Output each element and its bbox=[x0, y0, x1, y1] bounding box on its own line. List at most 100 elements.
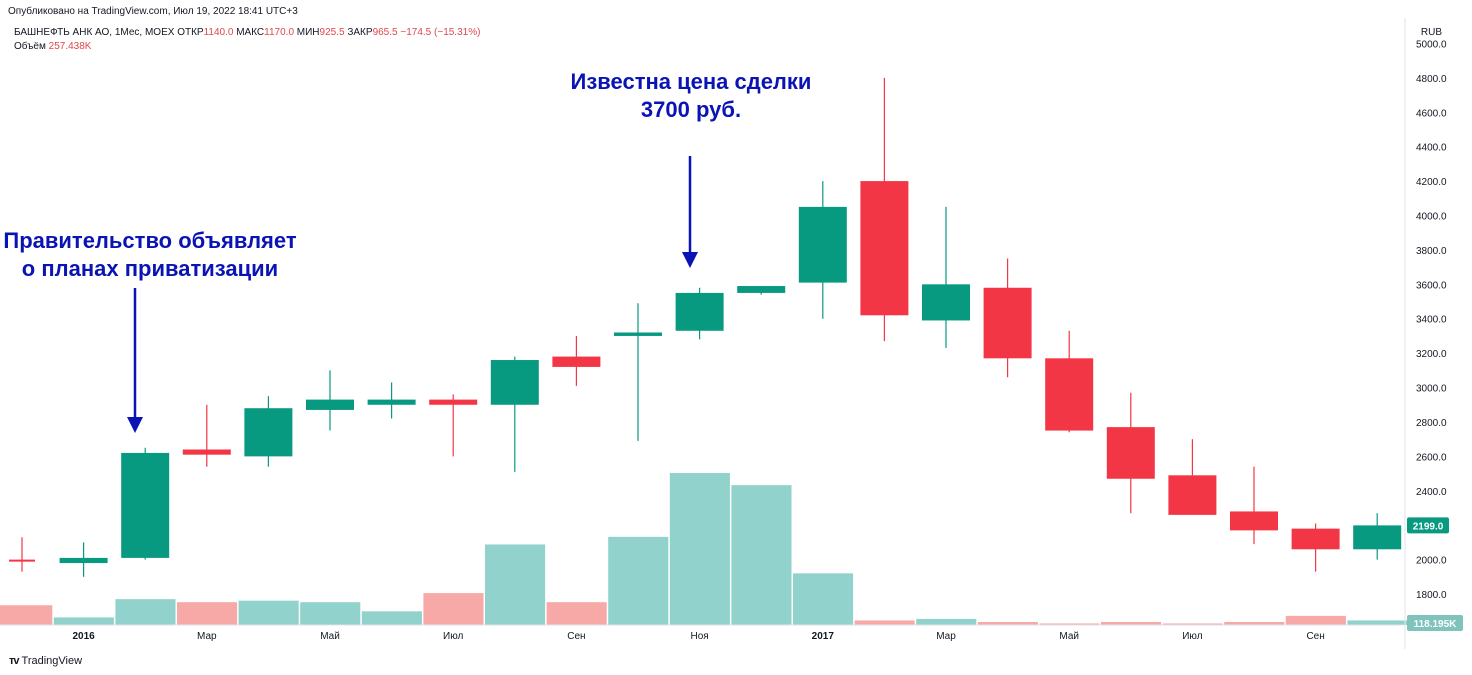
y-tick-label: 2000.0 bbox=[1416, 556, 1447, 567]
currency-label: RUB bbox=[1420, 27, 1442, 38]
x-tick-label: Мар bbox=[936, 631, 956, 642]
volume-bar bbox=[485, 544, 546, 625]
tradingview-brand[interactable]: ᴛᴠ TradingView bbox=[9, 655, 82, 667]
y-tick-label: 4000.0 bbox=[1416, 212, 1447, 223]
brand-label: TradingView bbox=[21, 655, 83, 667]
x-tick-label: Сен bbox=[567, 631, 585, 642]
y-tick-label: 4200.0 bbox=[1416, 177, 1447, 188]
volume-bar bbox=[300, 602, 361, 625]
high-label: МАКС bbox=[236, 27, 265, 38]
volume-layer bbox=[0, 473, 1408, 625]
x-tick-label: Июл bbox=[443, 631, 463, 642]
last-price-label: 2199.0 bbox=[1413, 521, 1444, 532]
candle-layer bbox=[9, 77, 1402, 577]
x-tick-label: Ноя bbox=[690, 631, 708, 642]
candle-body bbox=[552, 356, 601, 367]
candle-body bbox=[429, 399, 478, 405]
y-tick-label: 3600.0 bbox=[1416, 280, 1447, 291]
x-tick-label: 2016 bbox=[72, 631, 95, 642]
y-tick-label: 5000.0 bbox=[1416, 39, 1447, 50]
close-value: 965.5 bbox=[372, 27, 398, 38]
y-tick-label: 4600.0 bbox=[1416, 108, 1447, 119]
change-value: −174.5 (−15.31%) bbox=[400, 27, 481, 38]
open-value: 1140.0 bbox=[203, 27, 234, 38]
volume-bar bbox=[916, 618, 977, 625]
y-tick-label: 3000.0 bbox=[1416, 384, 1447, 395]
candle-body bbox=[1291, 528, 1340, 550]
tradingview-logo-icon: ᴛᴠ bbox=[9, 655, 19, 667]
volume-bar bbox=[0, 605, 53, 625]
candle-body bbox=[922, 284, 970, 321]
volume-bar bbox=[1285, 615, 1346, 625]
volume-bar bbox=[115, 599, 176, 625]
candle-body bbox=[9, 559, 35, 562]
candle-body bbox=[306, 399, 354, 410]
low-value: 925.5 bbox=[319, 27, 345, 38]
y-tick-label: 4800.0 bbox=[1416, 74, 1447, 85]
published-caption: Опубликовано на TradingView.com, Июл 19,… bbox=[8, 6, 298, 17]
annotation-privatization: Правительство объявляет о планах привати… bbox=[3, 228, 297, 281]
volume-bar bbox=[423, 593, 484, 625]
candle-body bbox=[675, 292, 724, 331]
volume-value: 257.438K bbox=[48, 41, 92, 52]
symbol-header: БАШНЕФТЬ АНК АО, 1Мес, MOEX ОТКР1140.0 М… bbox=[14, 27, 480, 38]
high-value: 1170.0 bbox=[264, 27, 294, 38]
candle-body bbox=[1230, 511, 1278, 531]
last-price-badge bbox=[1407, 517, 1449, 534]
volume-bar bbox=[238, 600, 299, 625]
annotation-arrow-head bbox=[682, 252, 698, 268]
volume-bar bbox=[361, 611, 422, 625]
y-tick-label: 4400.0 bbox=[1416, 143, 1447, 154]
candle-body bbox=[244, 408, 293, 457]
y-tick-label: 1800.0 bbox=[1416, 590, 1447, 601]
candle-body bbox=[1353, 525, 1402, 550]
volume-bar bbox=[854, 620, 915, 625]
candle-body bbox=[860, 181, 909, 316]
low-label: МИН bbox=[296, 27, 320, 38]
y-tick-label: 3800.0 bbox=[1416, 246, 1447, 257]
open-label: ОТКР bbox=[177, 27, 204, 38]
volume-bar bbox=[1347, 620, 1408, 625]
candle-body bbox=[614, 332, 662, 336]
y-tick-label: 3200.0 bbox=[1416, 349, 1447, 360]
annotation-deal-price: Известна цена сделки 3700 руб. bbox=[570, 69, 812, 122]
candle-body bbox=[59, 557, 108, 564]
candle-body bbox=[367, 399, 416, 405]
last-volume-label: 118.195K bbox=[1414, 619, 1458, 630]
candle-body bbox=[490, 360, 539, 405]
axis-layer: 1800.02000.02200.02400.02600.02800.03000… bbox=[0, 18, 1463, 649]
candle-body bbox=[737, 286, 786, 293]
volume-bar bbox=[731, 485, 792, 625]
candle-body bbox=[182, 449, 231, 455]
volume-header: Объём 257.438K bbox=[14, 41, 91, 52]
x-tick-label: Июл bbox=[1182, 631, 1202, 642]
volume-bar bbox=[177, 602, 238, 625]
volume-bar bbox=[608, 536, 669, 625]
volume-bar bbox=[1039, 623, 1100, 625]
volume-bar bbox=[53, 617, 114, 625]
volume-label: Объём bbox=[14, 41, 46, 52]
x-tick-label: Май bbox=[1059, 631, 1079, 642]
candle-body bbox=[1045, 358, 1094, 431]
candle-body bbox=[798, 206, 847, 283]
volume-bar bbox=[1224, 621, 1285, 625]
volume-bar bbox=[669, 473, 730, 625]
last-volume-badge bbox=[1407, 615, 1463, 631]
volume-bar bbox=[793, 573, 854, 625]
volume-bar bbox=[1162, 623, 1223, 625]
y-tick-label: 2400.0 bbox=[1416, 487, 1447, 498]
volume-bar bbox=[977, 621, 1038, 625]
close-label: ЗАКР bbox=[347, 27, 373, 38]
x-tick-label: Май bbox=[320, 631, 340, 642]
candle-body bbox=[1106, 427, 1155, 479]
volume-bar bbox=[1101, 621, 1162, 625]
y-tick-label: 2600.0 bbox=[1416, 452, 1447, 463]
y-tick-label: 2800.0 bbox=[1416, 418, 1447, 429]
symbol-name: БАШНЕФТЬ АНК АО, 1Мес, MOEX bbox=[14, 27, 175, 38]
y-tick-label: 3400.0 bbox=[1416, 315, 1447, 326]
candle-body bbox=[983, 287, 1032, 359]
x-tick-label: Сен bbox=[1306, 631, 1324, 642]
volume-bar bbox=[546, 602, 607, 625]
candle-body bbox=[1168, 475, 1217, 515]
